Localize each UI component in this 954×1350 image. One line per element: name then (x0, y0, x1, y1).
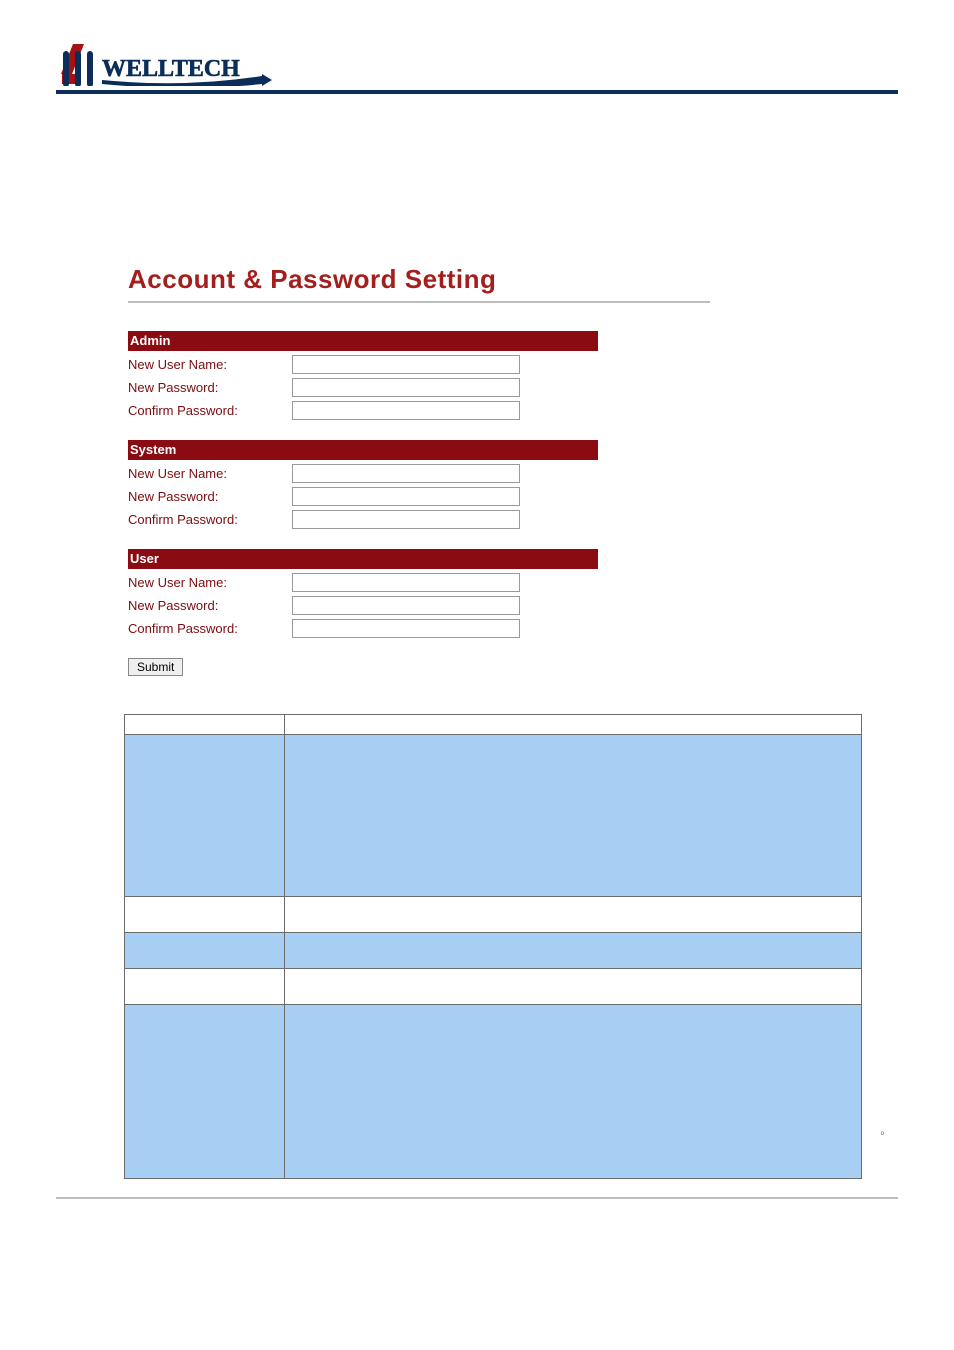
table-cell-desc (285, 735, 862, 897)
input-admin-confirm[interactable] (292, 401, 520, 420)
label-system-confirm: Confirm Password: (128, 512, 292, 527)
brand-logo: WELLTECH (56, 40, 898, 86)
table-cell-desc (285, 1005, 862, 1179)
table-row (125, 715, 862, 735)
table-row (125, 933, 862, 969)
label-admin-newpass: New Password: (128, 380, 292, 395)
label-user-newpass: New Password: (128, 598, 292, 613)
label-user-newuser: New User Name: (128, 575, 292, 590)
section-header-system: System (128, 440, 598, 460)
table-row (125, 897, 862, 933)
logo-text: WELLTECH (102, 56, 240, 82)
table-cell-field (125, 897, 285, 933)
section-header-admin: Admin (128, 331, 598, 351)
section-header-user: User (128, 549, 598, 569)
description-table (124, 714, 862, 1179)
input-user-confirm[interactable] (292, 619, 520, 638)
table-row (125, 969, 862, 1005)
section-admin: Admin New User Name: New Password: Confi… (128, 331, 598, 420)
table-row (125, 1005, 862, 1179)
page-title: Account & Password Setting (128, 264, 884, 295)
table-cell-desc (285, 715, 862, 735)
label-system-newpass: New Password: (128, 489, 292, 504)
input-admin-newuser[interactable] (292, 355, 520, 374)
footnote-mark: o (881, 1131, 884, 1137)
input-user-newuser[interactable] (292, 573, 520, 592)
input-system-confirm[interactable] (292, 510, 520, 529)
table-cell-field (125, 933, 285, 969)
input-system-newuser[interactable] (292, 464, 520, 483)
footer-rule (56, 1197, 898, 1199)
table-cell-field (125, 969, 285, 1005)
input-admin-newpass[interactable] (292, 378, 520, 397)
label-admin-newuser: New User Name: (128, 357, 292, 372)
table-cell-desc (285, 969, 862, 1005)
table-cell-field (125, 1005, 285, 1179)
section-user: User New User Name: New Password: Confir… (128, 549, 598, 638)
table-cell-field (125, 715, 285, 735)
table-cell-desc (285, 933, 862, 969)
table-row (125, 735, 862, 897)
label-user-confirm: Confirm Password: (128, 621, 292, 636)
welltech-logo-svg: WELLTECH (56, 40, 276, 86)
label-system-newuser: New User Name: (128, 466, 292, 481)
title-rule (128, 301, 710, 303)
submit-button[interactable]: Submit (128, 658, 183, 676)
section-system: System New User Name: New Password: Conf… (128, 440, 598, 529)
input-system-newpass[interactable] (292, 487, 520, 506)
label-admin-confirm: Confirm Password: (128, 403, 292, 418)
table-cell-field (125, 735, 285, 897)
input-user-newpass[interactable] (292, 596, 520, 615)
table-cell-desc (285, 897, 862, 933)
